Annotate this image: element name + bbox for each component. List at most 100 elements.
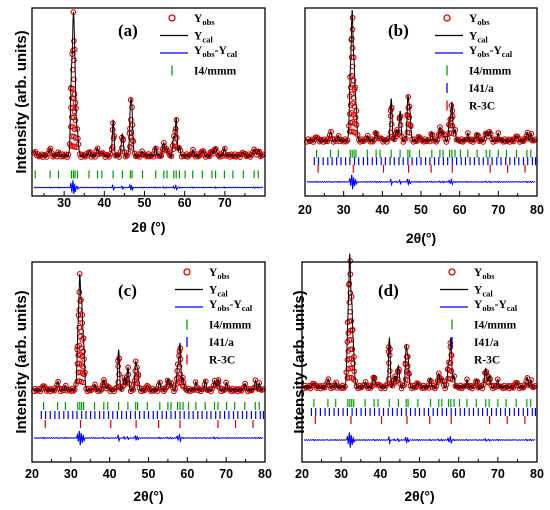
reflection-row-i4mmm [34, 170, 259, 179]
ycal-line [303, 253, 536, 390]
yobs-point [311, 380, 318, 387]
yobs-point [150, 153, 157, 160]
yobs-point [427, 138, 433, 145]
legend-label-part: Y [474, 299, 483, 311]
yobs-point [437, 124, 443, 130]
yobs-point [352, 114, 359, 121]
yobs-point [71, 126, 78, 133]
reflection-row-i41a [40, 411, 264, 419]
yobs-point [495, 130, 502, 136]
yobs-point [106, 153, 112, 160]
x-tick-label: 50 [138, 196, 152, 210]
ydiff-line [306, 174, 536, 190]
yobs-point [314, 134, 320, 141]
legend-label: I41/a [474, 337, 499, 349]
yobs-point [386, 368, 393, 374]
legend-label: Yobs [194, 13, 215, 27]
x-tick-label: 40 [375, 203, 389, 217]
yobs-point [424, 137, 431, 144]
legend-label-part: Y [469, 45, 478, 57]
yobs-point [307, 385, 314, 392]
yobs-point [72, 117, 79, 124]
yobs-point [71, 38, 77, 44]
x-tick-label: 40 [373, 467, 387, 481]
yobs-point [208, 388, 214, 395]
yobs-point [256, 148, 263, 155]
yobs-point [348, 72, 355, 79]
legend-label: Ycal [209, 285, 228, 299]
x-tick-label: 70 [219, 467, 233, 481]
legend-label: I41/a [469, 83, 494, 95]
x-tick-label: 80 [530, 467, 544, 481]
x-tick-label: 70 [491, 203, 505, 217]
yobs-point [43, 154, 50, 160]
ycal-line [33, 273, 264, 393]
legend-label-part: -Y [495, 299, 508, 311]
legend-label: I41/a [209, 337, 234, 349]
panel-label: (c) [118, 281, 137, 300]
legend-label: I4/mmm [474, 320, 517, 332]
x-tick-label: 40 [97, 196, 111, 210]
reflection-row-i4mmm [42, 402, 260, 410]
legend-label: Yobs-Ycal [469, 45, 513, 59]
yobs-point [381, 385, 388, 392]
reflection-row-r3c [317, 164, 526, 173]
ycal-line [33, 12, 264, 158]
yobs-point [350, 77, 357, 84]
legend-marker-circle [448, 268, 456, 276]
yobs-point [144, 382, 151, 389]
yobs-point [464, 376, 470, 383]
yobs-point [449, 122, 456, 129]
yobs-point [435, 379, 442, 385]
x-tick-label: 20 [298, 203, 312, 217]
yobs-point [514, 133, 521, 140]
yobs-point [116, 154, 123, 160]
legend-label-part: -Y [230, 299, 243, 311]
panel-label: (a) [118, 21, 138, 40]
yobs-point [530, 137, 537, 144]
reflection-row-i4mmm [313, 399, 532, 407]
x-tick-label: 80 [530, 203, 544, 217]
yobs-point [202, 154, 209, 160]
yobs-point [80, 363, 87, 370]
yobs-point [89, 385, 96, 392]
yobs-point [324, 138, 331, 145]
yobs-point [129, 137, 136, 144]
legend-label: Yobs [469, 13, 490, 27]
legend-label-part: obs [477, 49, 490, 59]
legend-label-part: obs [202, 49, 215, 59]
x-axis-label: 2θ (°) [131, 219, 165, 235]
x-tick-label: 30 [57, 196, 71, 210]
plot-frame [301, 261, 538, 463]
yobs-point [357, 139, 364, 145]
legend-label-sub: obs [482, 271, 495, 281]
legend-label-sub: cal [202, 35, 213, 45]
yobs-point [347, 365, 354, 372]
legend-label: Yobs [474, 267, 495, 281]
yobs-point [330, 139, 337, 145]
legend-label: I4/mmm [194, 66, 237, 78]
legend-label-part: cal [507, 303, 518, 313]
x-tick-label: 60 [453, 203, 467, 217]
ycal-line [306, 10, 536, 143]
legend-label: Ycal [194, 31, 213, 45]
yobs-point [252, 377, 259, 384]
legend-label-part: -Y [215, 45, 228, 57]
ydiff-line [33, 180, 264, 195]
legend-label-part: cal [502, 49, 513, 59]
chart-panel-b: 20 30 40 50 60 70 802θ(°)(b)YobsYcalYobs-YcalI… [298, 7, 544, 246]
chart-panel-c: 20 30 40 50 60 70 80 2θ(°) Intensity (arb. units… [13, 261, 272, 504]
yobs-point [116, 371, 122, 378]
plot-frame [304, 7, 538, 197]
x-tick-label: 50 [413, 467, 427, 481]
x-tick-label: 50 [414, 203, 428, 217]
legend-label-part: cal [227, 49, 238, 59]
legend-label: Yobs-Ycal [474, 299, 518, 313]
x-axis-label: 2θ(°) [406, 230, 436, 246]
y-axis-label: Intensity (arb. units) [13, 290, 30, 433]
yobs-point [328, 385, 334, 392]
x-tick-label: 70 [218, 196, 232, 210]
